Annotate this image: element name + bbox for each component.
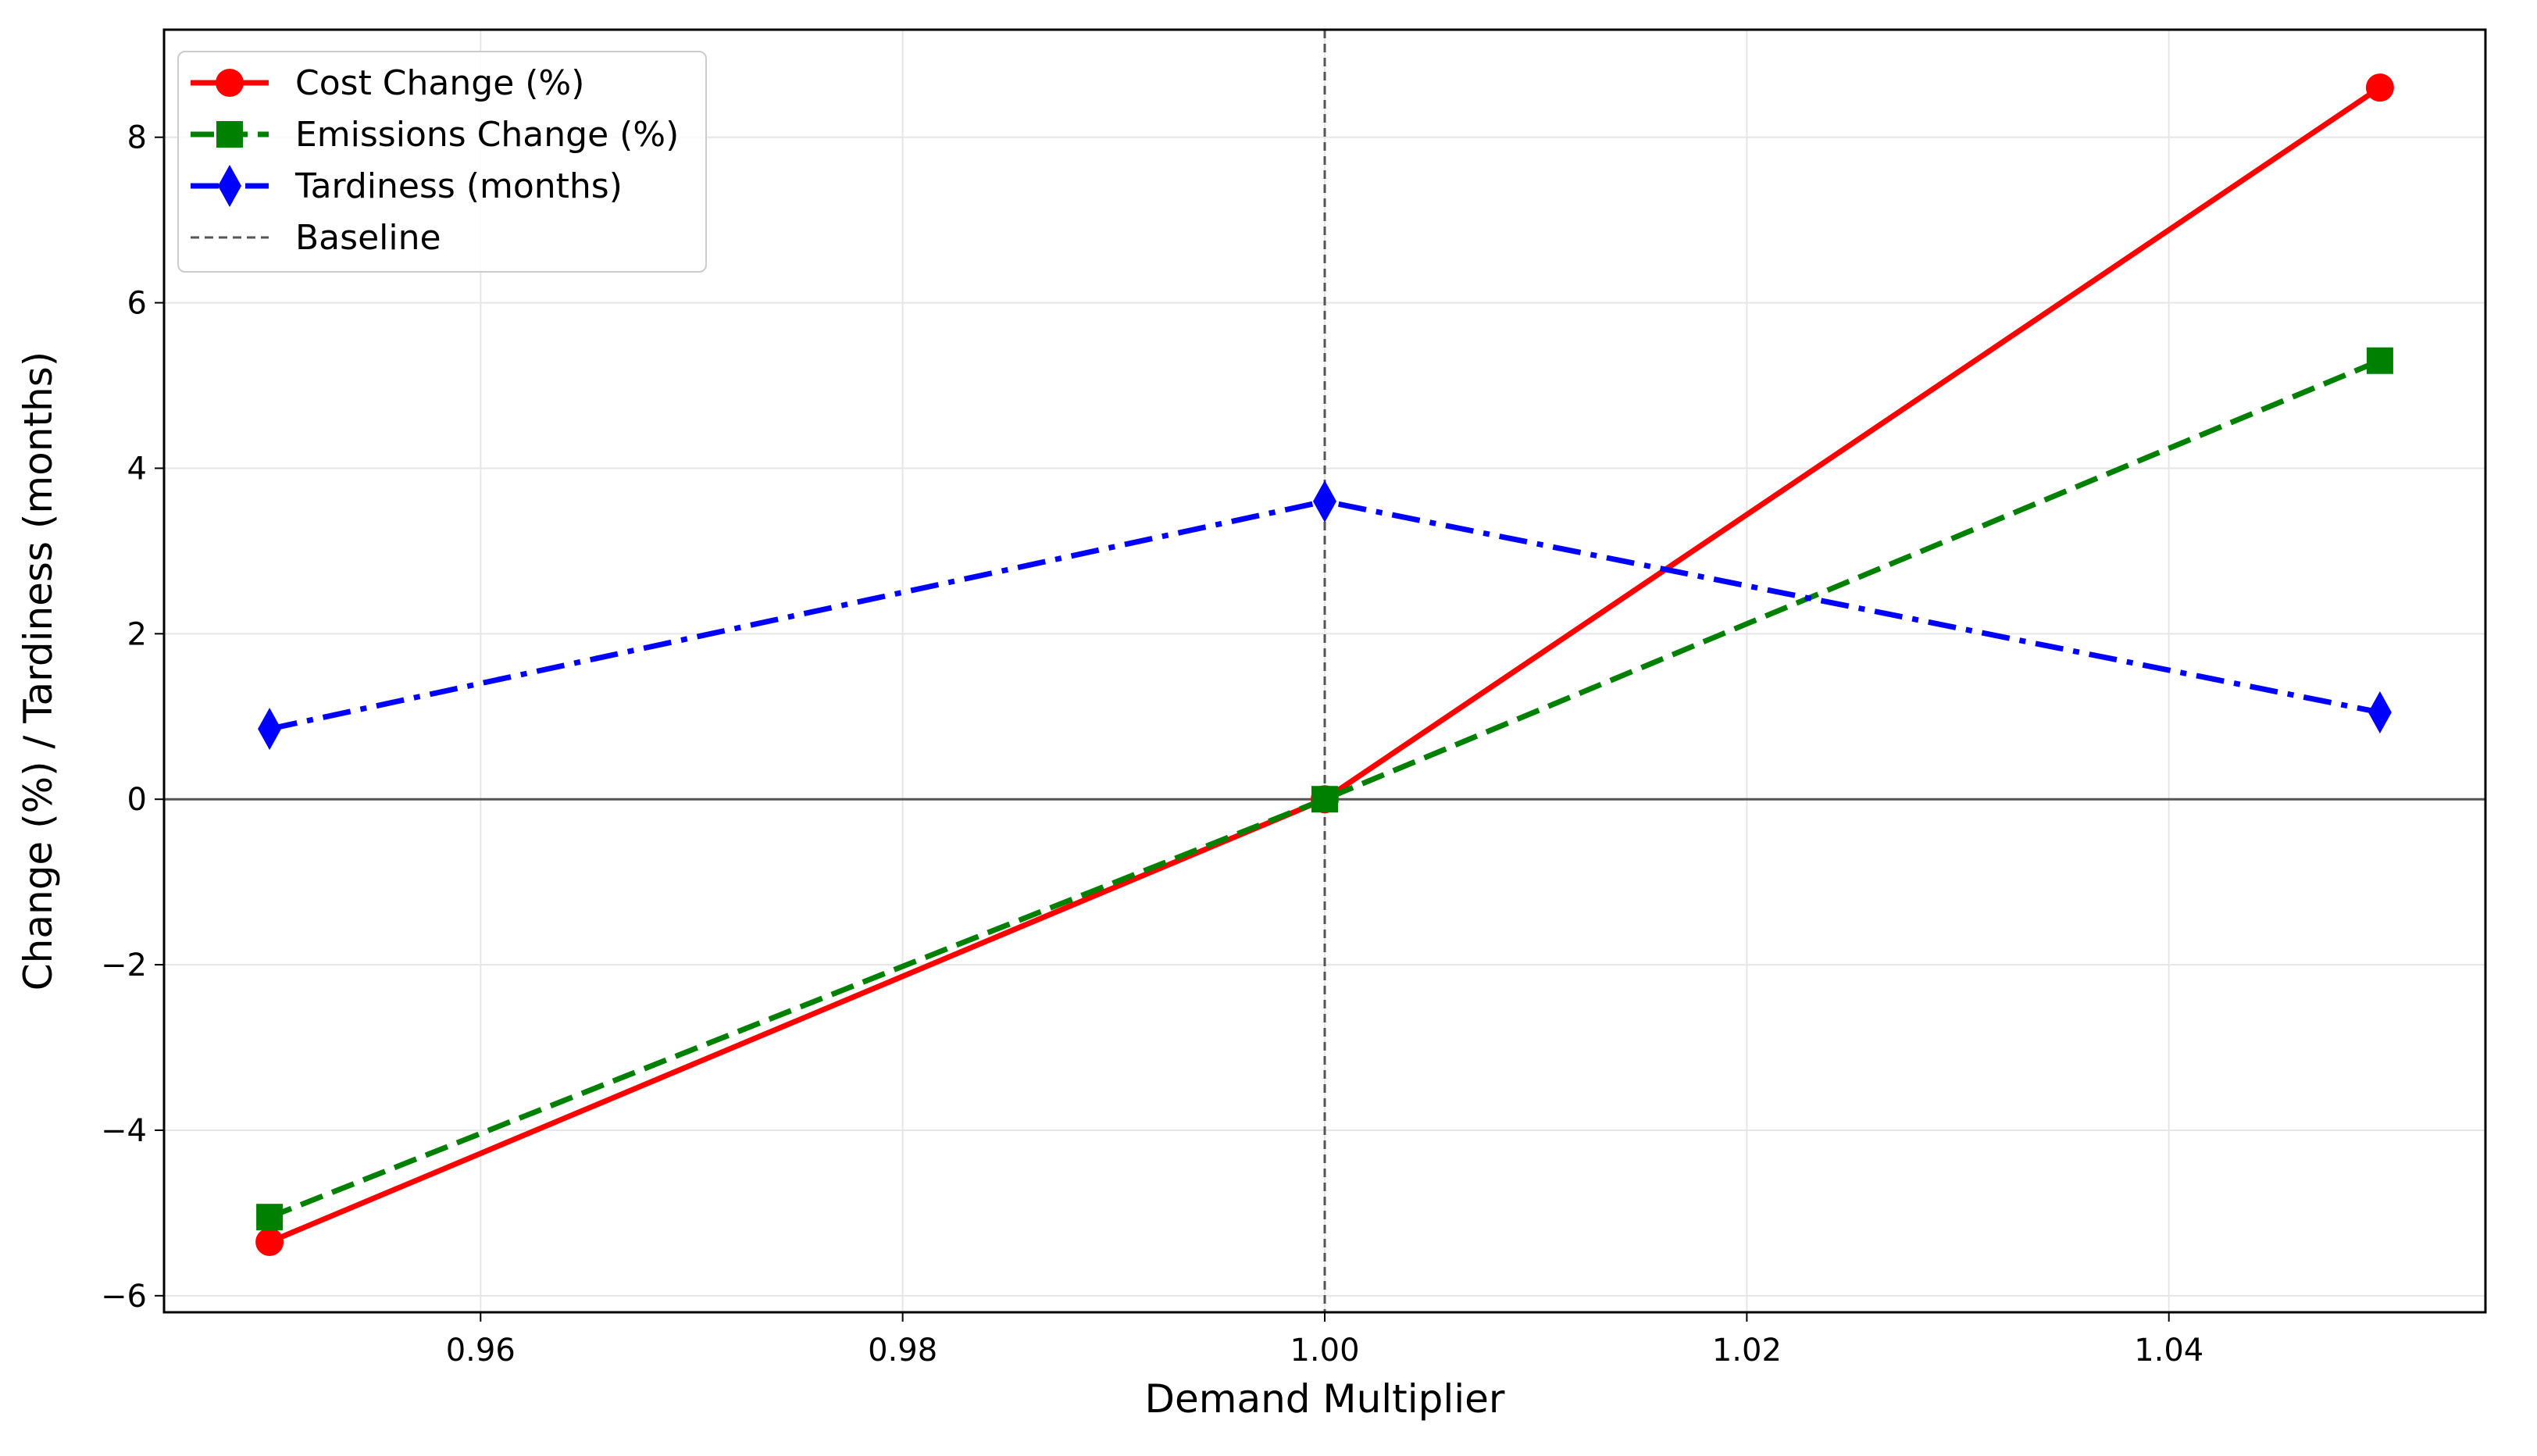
y-tick-label: 6 — [127, 286, 147, 322]
legend-marker — [216, 121, 243, 148]
x-tick-label: 1.00 — [1290, 1333, 1359, 1369]
x-axis-label: Demand Multiplier — [1145, 1376, 1505, 1422]
x-tick-label: 1.02 — [1712, 1333, 1782, 1369]
legend-label: Tardiness (months) — [294, 166, 623, 206]
y-tick-label: 4 — [127, 451, 147, 487]
y-tick-label: −4 — [101, 1113, 147, 1149]
data-point — [2366, 347, 2393, 374]
legend: Cost Change (%) Emissions Change (%) Tardi… — [177, 51, 707, 273]
y-tick-label: 2 — [127, 616, 147, 652]
legend-box — [177, 51, 707, 273]
y-tick-label: −2 — [101, 947, 147, 983]
ticks: 0.96 0.98 1.00 1.02 1.04 −6 −4 −2 0 2 4 6 8 — [101, 120, 2203, 1369]
data-point — [1313, 480, 1336, 523]
x-tick-label: 0.98 — [868, 1333, 937, 1369]
legend-label: Baseline — [295, 218, 441, 258]
data-point — [2368, 691, 2392, 733]
series-1 — [256, 347, 2393, 1231]
y-tick-label: −6 — [101, 1279, 147, 1315]
data-point — [255, 1227, 284, 1256]
y-axis-label: Change (%) / Tardiness (months) — [16, 352, 61, 990]
data-point — [258, 708, 282, 751]
x-tick-label: 1.04 — [2134, 1333, 2203, 1369]
legend-label: Emissions Change (%) — [295, 115, 679, 155]
x-tick-label: 0.96 — [446, 1333, 516, 1369]
legend-marker — [216, 69, 244, 97]
y-tick-label: 8 — [127, 120, 147, 156]
series-2 — [258, 480, 2392, 751]
series-line — [268, 358, 2382, 1220]
y-tick-label: 0 — [127, 782, 147, 818]
legend-marker — [218, 165, 241, 207]
data-point — [256, 1204, 284, 1231]
data-point — [2365, 73, 2394, 102]
series-layer — [255, 73, 2394, 1256]
data-point — [1311, 786, 1338, 813]
legend-label: Cost Change (%) — [295, 63, 584, 103]
